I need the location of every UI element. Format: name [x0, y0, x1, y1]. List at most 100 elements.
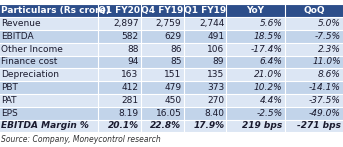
Text: PBT: PBT — [1, 83, 18, 92]
Bar — [0, 43, 98, 56]
Bar — [0, 30, 98, 43]
Text: 5.6%: 5.6% — [260, 19, 283, 28]
Bar — [98, 94, 141, 107]
Bar — [226, 68, 285, 81]
Bar — [141, 68, 184, 81]
Bar — [184, 68, 226, 81]
Text: -271 bps: -271 bps — [297, 121, 341, 130]
Text: Q1 FY20: Q1 FY20 — [98, 6, 140, 15]
Bar — [0, 81, 98, 94]
Bar — [141, 30, 184, 43]
Text: 8.6%: 8.6% — [318, 70, 341, 79]
Text: Q1 FY19: Q1 FY19 — [184, 6, 226, 15]
Bar — [141, 43, 184, 56]
Bar — [98, 81, 141, 94]
Text: Other Income: Other Income — [1, 45, 63, 54]
Text: 281: 281 — [121, 96, 139, 105]
Text: 8.40: 8.40 — [204, 109, 224, 118]
Bar — [141, 56, 184, 68]
Text: 22.8%: 22.8% — [150, 121, 181, 130]
Bar — [285, 120, 343, 132]
Bar — [226, 43, 285, 56]
Text: -14.1%: -14.1% — [309, 83, 341, 92]
Text: Source: Company, Moneycontrol research: Source: Company, Moneycontrol research — [1, 135, 161, 144]
Text: EPS: EPS — [1, 109, 18, 118]
Text: 629: 629 — [164, 32, 181, 41]
Text: EBITDA: EBITDA — [1, 32, 34, 41]
Text: 4.4%: 4.4% — [260, 96, 283, 105]
Text: PAT: PAT — [1, 96, 17, 105]
Text: 89: 89 — [213, 57, 224, 66]
Text: Particulars (Rs crore): Particulars (Rs crore) — [1, 6, 110, 15]
Bar — [285, 81, 343, 94]
Bar — [98, 17, 141, 30]
Bar — [184, 17, 226, 30]
Bar — [226, 81, 285, 94]
Bar — [184, 107, 226, 120]
Bar — [184, 94, 226, 107]
Text: 479: 479 — [164, 83, 181, 92]
Bar — [184, 56, 226, 68]
Bar — [98, 107, 141, 120]
Bar — [226, 17, 285, 30]
Text: 2,897: 2,897 — [113, 19, 139, 28]
Text: -37.5%: -37.5% — [309, 96, 341, 105]
Text: 491: 491 — [207, 32, 224, 41]
Bar — [226, 120, 285, 132]
Text: 450: 450 — [164, 96, 181, 105]
Bar — [285, 43, 343, 56]
Bar — [141, 107, 184, 120]
Bar — [285, 68, 343, 81]
Bar — [98, 43, 141, 56]
Bar — [0, 4, 98, 17]
Text: 16.05: 16.05 — [156, 109, 181, 118]
Bar — [285, 56, 343, 68]
Bar — [184, 4, 226, 17]
Bar — [98, 120, 141, 132]
Bar — [226, 30, 285, 43]
Bar — [141, 4, 184, 17]
Bar — [184, 43, 226, 56]
Text: 151: 151 — [164, 70, 181, 79]
Text: -49.0%: -49.0% — [309, 109, 341, 118]
Bar — [141, 81, 184, 94]
Text: 219 bps: 219 bps — [243, 121, 283, 130]
Text: 20.1%: 20.1% — [107, 121, 139, 130]
Bar — [98, 56, 141, 68]
Text: QoQ: QoQ — [303, 6, 325, 15]
Text: Revenue: Revenue — [1, 19, 41, 28]
Text: 6.4%: 6.4% — [260, 57, 283, 66]
Text: 2.3%: 2.3% — [318, 45, 341, 54]
Text: 18.5%: 18.5% — [254, 32, 283, 41]
Bar — [0, 68, 98, 81]
Text: 86: 86 — [170, 45, 181, 54]
Text: -17.4%: -17.4% — [251, 45, 283, 54]
Bar — [226, 56, 285, 68]
Text: YoY: YoY — [247, 6, 264, 15]
Text: Q4 FY19: Q4 FY19 — [141, 6, 183, 15]
Text: Depreciation: Depreciation — [1, 70, 59, 79]
Bar — [285, 94, 343, 107]
Bar — [141, 17, 184, 30]
Bar — [141, 94, 184, 107]
Text: 412: 412 — [121, 83, 139, 92]
Bar — [184, 30, 226, 43]
Text: 8.19: 8.19 — [118, 109, 139, 118]
Bar — [285, 107, 343, 120]
Text: 135: 135 — [207, 70, 224, 79]
Text: 106: 106 — [207, 45, 224, 54]
Text: 11.0%: 11.0% — [312, 57, 341, 66]
Bar — [285, 4, 343, 17]
Text: 2,744: 2,744 — [199, 19, 224, 28]
Bar — [226, 107, 285, 120]
Text: 21.0%: 21.0% — [254, 70, 283, 79]
Text: 270: 270 — [207, 96, 224, 105]
Text: 582: 582 — [121, 32, 139, 41]
Bar — [184, 120, 226, 132]
Text: 88: 88 — [127, 45, 139, 54]
Text: 10.2%: 10.2% — [254, 83, 283, 92]
Text: -7.5%: -7.5% — [315, 32, 341, 41]
Text: 373: 373 — [207, 83, 224, 92]
Bar — [226, 4, 285, 17]
Text: 2,759: 2,759 — [156, 19, 181, 28]
